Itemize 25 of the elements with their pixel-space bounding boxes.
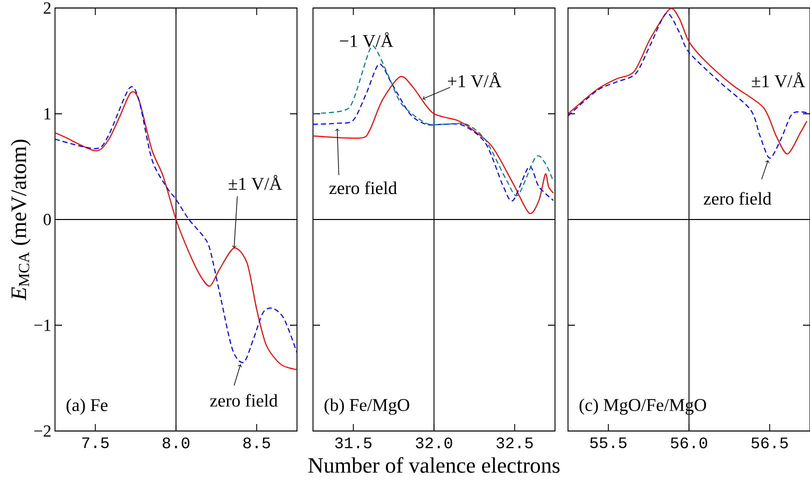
annotation: zero field	[329, 181, 397, 194]
annotation: (b) Fe/MgO	[324, 398, 410, 415]
annotation: ±1 V/Å	[228, 174, 282, 190]
annotation: −1 V/Å	[340, 32, 394, 48]
x-tick-label: 56.5	[752, 438, 788, 448]
y-axis-title: E$_{MCA}$ (meV/atom)	[10, 140, 31, 300]
x-tick-label: 56.0	[670, 438, 708, 448]
x-tick-label: 32.5	[496, 438, 533, 448]
y-tick-label: 1	[44, 108, 50, 120]
y-tick-label: −1	[34, 320, 50, 331]
x-tick-label: 55.5	[590, 438, 626, 448]
annotation: (a) Fe	[66, 398, 108, 415]
y-tick-label: 2	[44, 2, 51, 14]
x-tick-label: 8.0	[162, 438, 190, 448]
y-tick-label: 0	[44, 214, 51, 226]
annotation: +1 V/Å	[448, 72, 502, 88]
x-tick-label: 7.5	[82, 438, 109, 448]
annotation: zero field	[210, 394, 278, 407]
x-tick-label: 32.0	[416, 438, 452, 448]
annotation: zero field	[704, 192, 772, 205]
x-axis-title: Number of valence electrons	[308, 457, 560, 473]
annotation: ±1 V/Å	[752, 72, 806, 88]
x-tick-label: 8.5	[243, 438, 270, 448]
y-tick-label: −2	[34, 425, 51, 437]
x-tick-label: 31.5	[335, 438, 372, 448]
